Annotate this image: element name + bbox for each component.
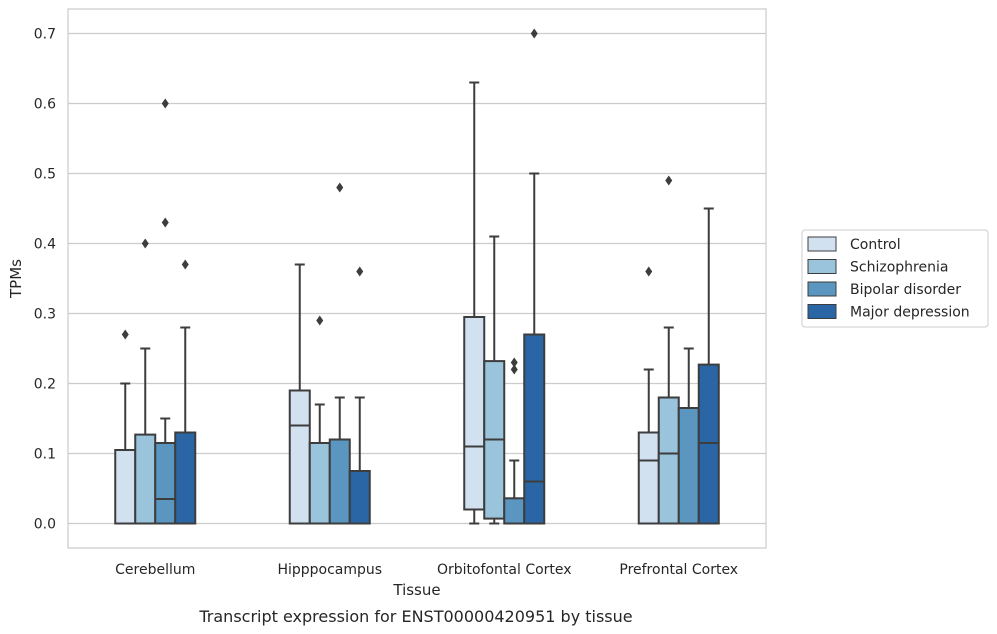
box-1-1 [308,315,331,525]
box-series [114,28,720,525]
box-body [154,442,177,525]
box-body [328,438,351,525]
x-tick-label: Cerebellum [115,562,195,578]
legend-swatch [807,281,837,297]
box-1-3 [657,175,680,525]
legend-label: Bipolar disorder [850,282,961,298]
legend-swatch [807,304,837,319]
legend-frame [801,229,989,328]
outlier-point [510,364,518,375]
legend: Control Schizophrenia Bipolar disorder Majo… [801,229,989,328]
y-axis-ticks: 0.0 0.1 0.2 0.3 0.4 0.5 0.6 0.7 [34,27,56,533]
y-tick-label: 0.0 [34,517,56,533]
box-body [134,433,157,525]
box-body [114,449,137,525]
outlier-point [161,98,169,109]
box-1-0 [134,238,157,525]
y-axis-label: TPMs [7,259,25,299]
y-tick-label: 0.4 [34,237,56,253]
outlier-point [530,28,538,39]
box-body [523,333,546,525]
outlier-point [161,217,169,228]
outlier-point [510,357,518,368]
outlier-point [181,259,189,270]
outlier-point [141,238,149,249]
x-tick-label: Orbitofontal Cortex [437,562,572,578]
box-3-2 [523,28,546,525]
outlier-point [665,175,673,186]
box-body [697,363,720,525]
box-body [288,389,311,525]
box-body [308,442,331,525]
outlier-point [316,315,324,326]
x-tick-label: Hipppocampus [277,562,382,578]
box-2-2 [503,357,526,525]
y-tick-label: 0.5 [34,167,56,183]
x-axis-label: Tissue [392,581,440,599]
outlier-point [356,266,364,277]
y-tick-label: 0.2 [34,377,56,393]
legend-label: Major depression [850,305,970,321]
y-tick-label: 0.1 [34,447,56,463]
box-body [637,431,660,525]
box-body [463,316,486,511]
box-2-0 [154,98,177,525]
box-3-3 [697,207,720,525]
box-2-1 [328,182,351,525]
box-body [677,407,700,525]
legend-label: Schizophrenia [850,260,948,276]
legend-label: Control [850,237,901,253]
box-0-2 [463,81,486,525]
x-tick-label: Prefrontal Cortex [619,562,738,578]
box-3-0 [174,259,197,525]
y-tick-label: 0.7 [34,27,56,43]
outlier-point [121,329,129,340]
box-0-1 [288,263,311,525]
box-1-2 [483,235,506,525]
box-0-0 [114,329,137,525]
box-body [348,470,371,525]
box-3-1 [348,266,371,525]
legend-swatch [807,236,837,252]
y-tick-label: 0.3 [34,307,56,323]
x-axis-ticks: Cerebellum Hipppocampus Orbitofontal Corte… [115,562,738,578]
outlier-point [645,266,653,277]
legend-swatch [807,259,837,274]
chart-caption: Transcript expression for ENST0000042095… [198,607,632,626]
box-0-3 [637,266,660,525]
box-body [503,497,526,525]
plot-frame [67,8,767,549]
outlier-point [336,182,344,193]
y-tick-label: 0.6 [34,97,56,113]
box-2-3 [677,347,700,525]
box-body [657,396,680,525]
box-body [174,431,197,525]
